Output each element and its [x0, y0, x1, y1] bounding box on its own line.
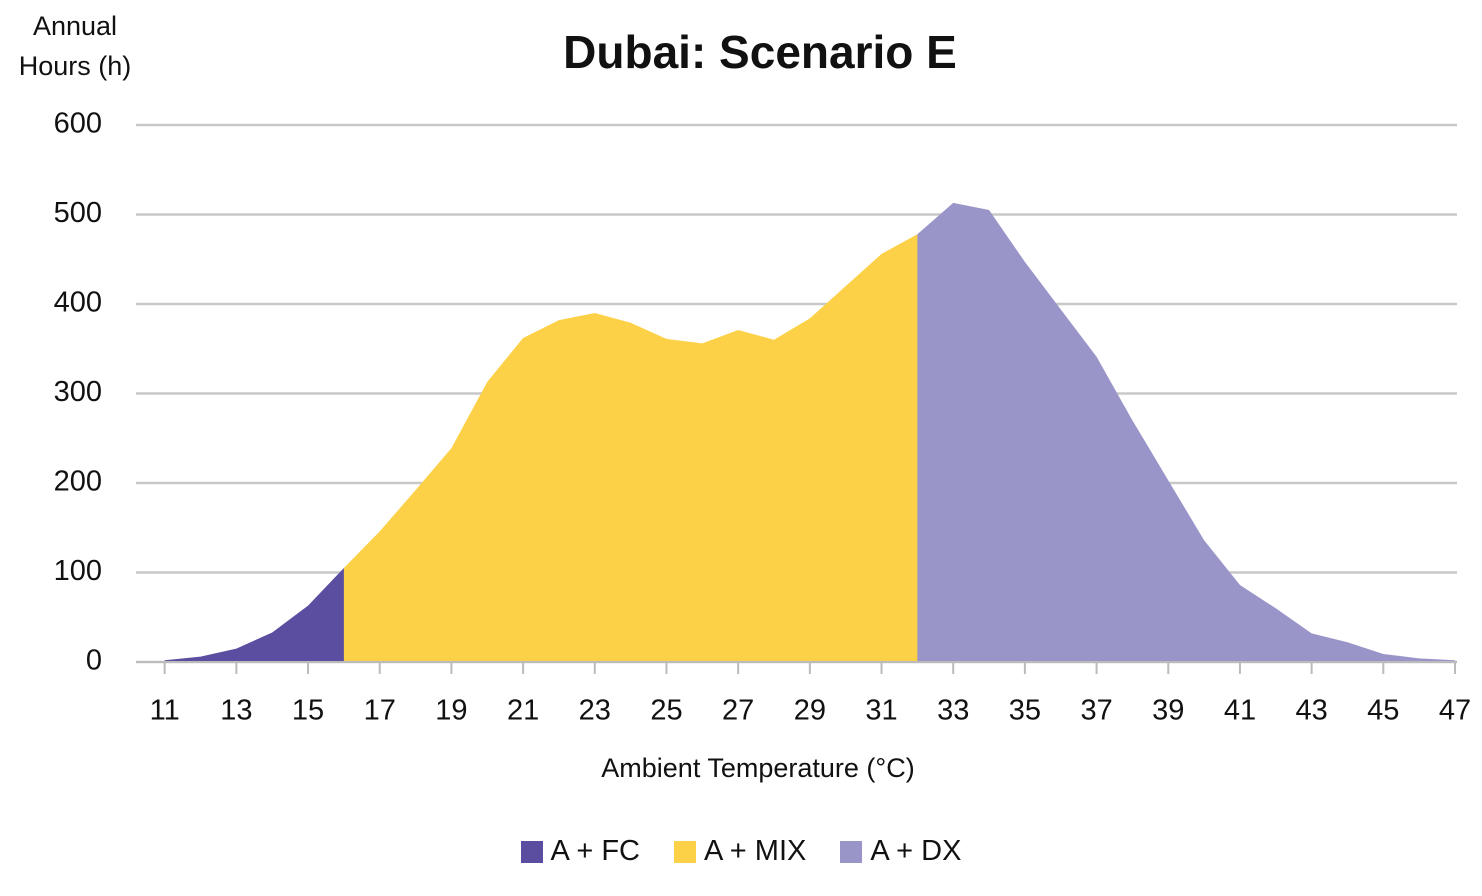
- y-tick-label: 200: [54, 466, 102, 498]
- area: [164, 568, 380, 662]
- y-tick-label: 600: [54, 108, 102, 140]
- x-tick-label: 33: [937, 695, 969, 727]
- x-tick-label: 43: [1295, 695, 1327, 727]
- x-tick-label: 11: [150, 695, 180, 727]
- x-tick-label: 19: [435, 695, 467, 727]
- area: [917, 202, 1455, 663]
- x-tick-label: 37: [1080, 695, 1112, 727]
- y-tick-label: 300: [54, 376, 102, 408]
- y-tick-label: 500: [54, 197, 102, 229]
- legend-swatch: [840, 840, 863, 863]
- y-tick-label: 400: [54, 287, 102, 319]
- x-tick-label: 27: [722, 695, 754, 727]
- y-tick-label: 0: [86, 645, 102, 677]
- x-tick-label: 45: [1367, 695, 1399, 727]
- y-tick-label: 100: [54, 555, 102, 587]
- y-axis-label: Annual Hours (h): [18, 11, 132, 81]
- legend-swatch: [520, 840, 543, 863]
- x-tick-label: 23: [579, 695, 611, 727]
- legend-label: A + DX: [870, 835, 962, 867]
- x-tick-label: 17: [364, 695, 396, 727]
- x-tick-label: 13: [220, 695, 252, 727]
- x-tick-label: 25: [650, 695, 682, 727]
- legend-swatch: [674, 840, 696, 863]
- chart-title: Dubai: Scenario E: [563, 26, 957, 78]
- x-tick-label: 29: [794, 695, 826, 727]
- x-tick-label: 39: [1152, 695, 1184, 727]
- legend-label: A + FC: [550, 835, 640, 867]
- x-tick-label: 35: [1009, 695, 1041, 727]
- x-tick-label: 31: [865, 695, 897, 727]
- legend-label: A + MIX: [704, 835, 807, 867]
- legend-item: A + MIX: [674, 835, 806, 868]
- area: [343, 234, 954, 662]
- legend-item: A + FC: [520, 835, 640, 868]
- x-axis-label: Ambient Temperature (°C): [601, 753, 914, 783]
- legend-item: A + DX: [840, 835, 961, 868]
- x-tick-label: 41: [1224, 695, 1256, 727]
- x-tick-label: 47: [1439, 695, 1471, 727]
- x-tick-label: 21: [507, 695, 539, 727]
- legend: A + FC A + MIX A + DX: [0, 835, 1482, 868]
- x-tick-label: 15: [292, 695, 324, 727]
